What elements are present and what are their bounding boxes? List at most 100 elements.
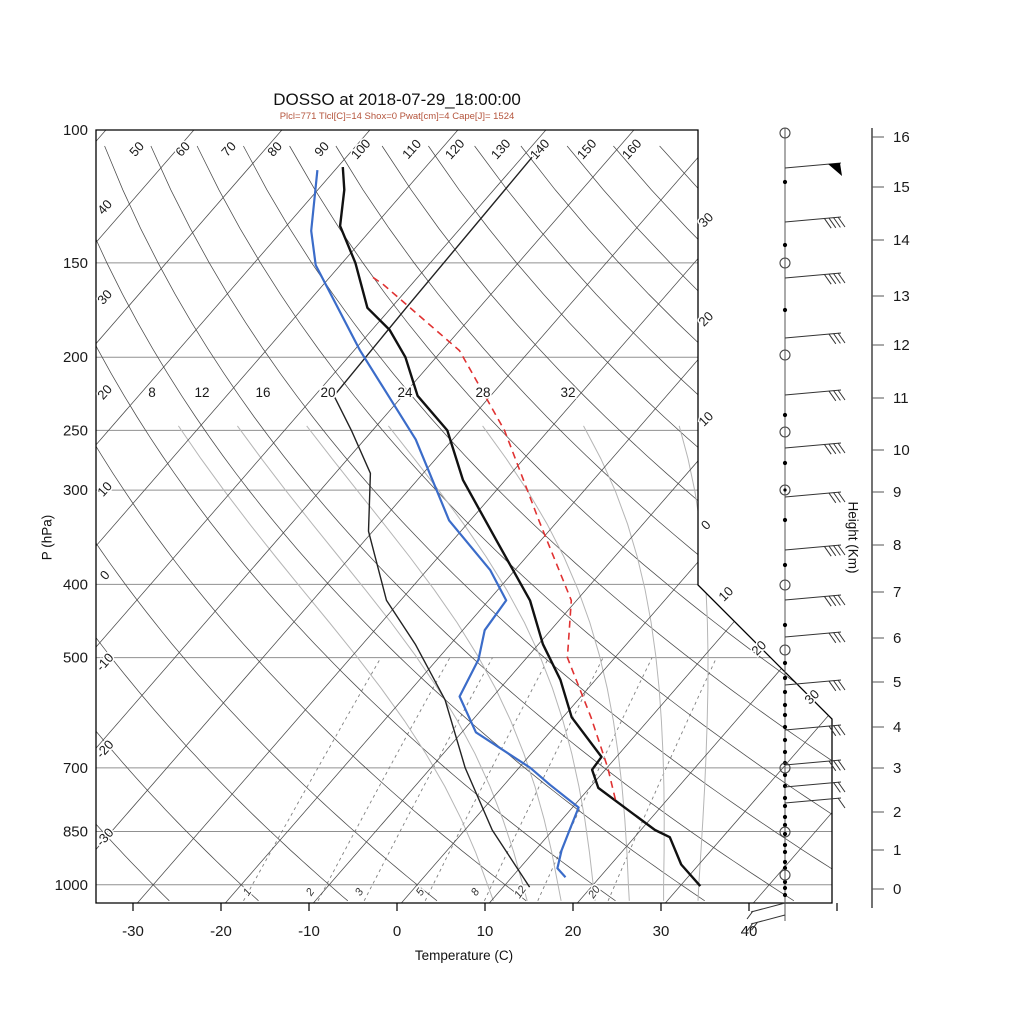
wind-level-dot (782, 517, 788, 523)
wind-barb (784, 631, 846, 644)
dry-adiabat-label-top: 100 (348, 136, 374, 162)
height-axis (871, 128, 884, 908)
pressure-tick-label: 400 (63, 576, 88, 593)
wind-level-circle (779, 349, 791, 361)
wind-barb (784, 724, 846, 737)
dry-adiabat-label-top: 50 (126, 139, 147, 160)
wind-barb (784, 389, 846, 402)
dry-adiabat-label-top: 130 (488, 136, 514, 162)
wind-barb (784, 759, 846, 772)
wind-level-dot (782, 822, 788, 828)
pressure-tick-label: 250 (63, 422, 88, 439)
height-tick-label: 3 (893, 760, 901, 777)
pressure-tick-label: 200 (63, 349, 88, 366)
wind-profile (746, 127, 846, 932)
wind-level-dot (782, 859, 788, 865)
mixing-ratio-lines (243, 657, 717, 902)
isotherm-label-diagonal: 10 (715, 583, 736, 604)
wind-barb (784, 162, 842, 176)
wind-level-dot (782, 885, 788, 891)
pressure-tick-label: 150 (63, 255, 88, 272)
wind-level-dot (782, 865, 788, 871)
isotherm-label-diagonal: 20 (748, 637, 769, 658)
pressure-gridlines (96, 130, 832, 886)
wind-level-dot (782, 772, 788, 778)
wind-level-circle (779, 826, 791, 838)
height-tick-label: 1 (893, 842, 901, 859)
height-tick-label: 2 (893, 804, 901, 821)
wind-barb (784, 332, 846, 345)
moist-adiabat-label: 20 (320, 385, 335, 400)
mixing-ratio-label: 2 (303, 886, 317, 899)
wind-level-dot (782, 749, 788, 755)
temperature-tick-label: -20 (210, 923, 232, 940)
wind-level-dot (782, 689, 788, 695)
wind-level-circle (779, 869, 791, 881)
height-tick-label: 0 (893, 881, 901, 898)
wind-level-dot (782, 307, 788, 313)
height-tick-label: 14 (893, 232, 910, 249)
mixing-ratio-label: 8 (469, 886, 483, 899)
wind-level-dot (782, 849, 788, 855)
wind-level-circle (779, 426, 791, 438)
wind-level-circle (779, 579, 791, 591)
temperature-tick-label: 10 (477, 923, 494, 940)
wind-level-dot (782, 892, 788, 898)
height-tick-label: 4 (893, 719, 901, 736)
wind-level-dot (782, 814, 788, 820)
mixing-ratio-label: 1 (241, 886, 254, 898)
surface-wind-barb (746, 902, 786, 920)
pressure-tick-label: 1000 (55, 877, 88, 894)
moist-adiabat-label: 32 (560, 385, 575, 400)
moist-adiabat-label: 24 (397, 385, 413, 400)
wind-level-circledot (779, 484, 791, 496)
wind-barb (784, 272, 846, 285)
pressure-tick-label: 100 (63, 122, 88, 139)
wind-level-dot (782, 737, 788, 743)
dry-adiabat-label-top: 160 (619, 136, 645, 162)
height-tick-label: 15 (893, 179, 910, 196)
height-tick-label: 7 (893, 584, 901, 601)
moist-adiabat-label: 16 (255, 385, 270, 400)
wind-barb (784, 216, 846, 229)
plot-border (95, 129, 833, 904)
x-axis-title: Temperature (C) (414, 948, 514, 963)
dry-adiabat-label-left: 40 (94, 197, 115, 218)
wind-level-dot (782, 831, 788, 837)
isotherm-lines (96, 130, 832, 903)
wind-level-dot (782, 460, 788, 466)
chart-subtitle: Plcl=771 Tlcl[C]=14 Shox=0 Pwat[cm]=4 Ca… (279, 111, 515, 122)
wind-level-dot (782, 562, 788, 568)
wind-level-circle (779, 127, 791, 139)
dry-adiabat-label-top: 70 (218, 139, 239, 160)
wind-barb (784, 491, 846, 504)
dry-adiabat-label-top: 90 (311, 139, 332, 160)
wind-level-dot (782, 702, 788, 708)
wind-level-dot (782, 795, 788, 801)
dewpoint-curve (310, 169, 580, 878)
moist-adiabat-label: 12 (194, 385, 209, 400)
wind-level-dot (782, 412, 788, 418)
temperature-axis (132, 903, 838, 911)
dry-adiabat-label-left: 0 (97, 567, 113, 582)
wind-level-dot (782, 879, 788, 885)
wind-level-circle (779, 762, 791, 774)
wind-level-dot (782, 712, 788, 718)
wind-barb (784, 781, 846, 793)
dry-adiabat-label-left: 30 (94, 287, 115, 308)
temperature-curve (338, 167, 702, 887)
wind-level-circle (779, 257, 791, 269)
pressure-tick-label: 700 (63, 760, 88, 777)
isotherm-label-diagonal: 30 (801, 686, 822, 707)
dry-adiabat-label-left: 10 (94, 479, 115, 500)
wind-barb (784, 679, 846, 692)
dry-adiabat-label-top: 150 (574, 136, 600, 162)
pressure-tick-label: 300 (63, 482, 88, 499)
moist-adiabat-label: 8 (148, 385, 156, 400)
pressure-tick-label: 850 (63, 824, 88, 841)
wind-level-circle (779, 644, 791, 656)
dry-adiabat-label-top: 80 (264, 139, 285, 160)
aux-profile-curve (333, 148, 540, 888)
